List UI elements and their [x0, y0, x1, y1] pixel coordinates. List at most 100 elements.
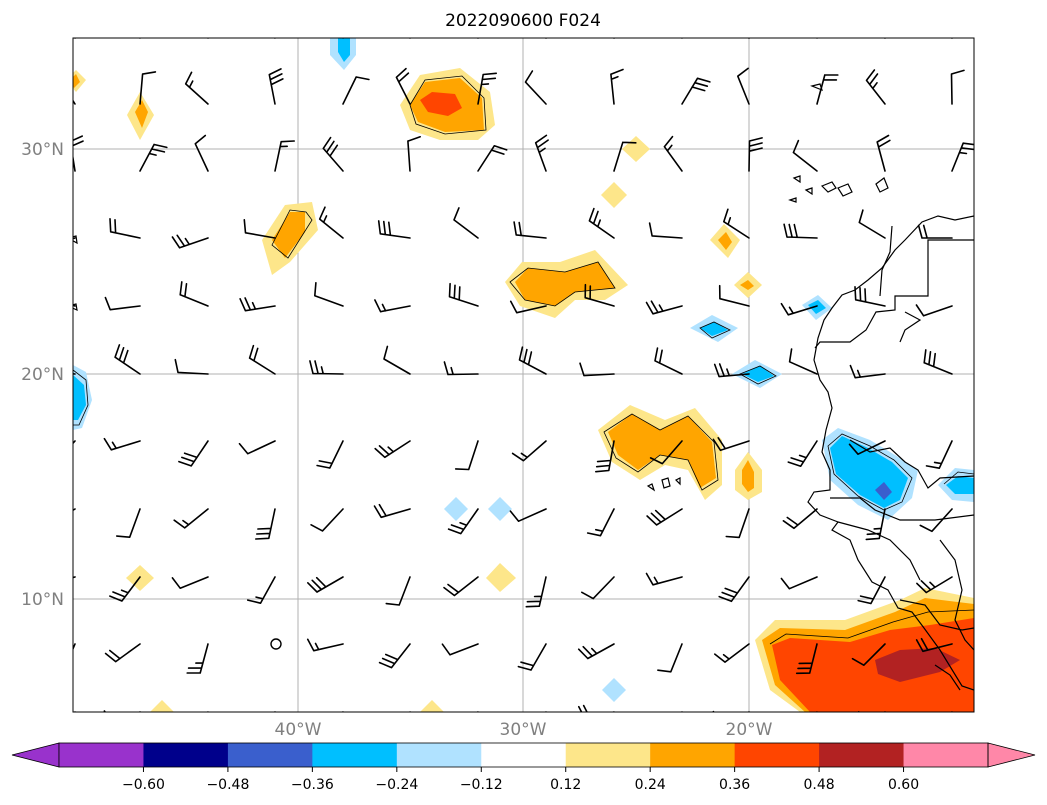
wind-barb [780, 576, 818, 590]
colorbar-bin [650, 743, 736, 767]
wind-barb [477, 145, 508, 172]
contour-fill-blob [602, 678, 626, 702]
contour-fill-blob [718, 232, 732, 250]
wind-barb [194, 134, 209, 172]
wind-barb [207, 711, 209, 712]
wind-barb [854, 286, 886, 307]
wind-barb [712, 437, 750, 452]
wind-barb [795, 643, 818, 675]
wind-barb [238, 440, 276, 455]
negative-contour-fills [73, 38, 974, 702]
colorbar-bins [59, 743, 989, 767]
lon-label-20w: 20°W [726, 720, 773, 740]
contour-fill-blob [946, 476, 974, 494]
wind-barb [255, 508, 276, 540]
wind-barb [247, 576, 276, 604]
wind-barb [747, 38, 750, 39]
colorbar-bin [481, 743, 567, 767]
colorbar-tick-label: −0.48 [206, 777, 249, 793]
wind-barb [816, 74, 839, 105]
border-line [899, 311, 922, 343]
wind-barb [663, 135, 683, 172]
wind-barb [377, 220, 411, 239]
wind-barb [139, 71, 157, 105]
coastlines [73, 83, 974, 691]
wind-barb [385, 576, 411, 606]
colorbar-bin [819, 743, 905, 767]
wind-barb [578, 704, 615, 712]
wind-barb [748, 137, 763, 172]
contour-fill-blob [73, 74, 80, 88]
wind-barb [534, 134, 549, 172]
wind-barb [917, 224, 953, 239]
wind-barb [718, 284, 750, 307]
contour-line [699, 321, 731, 339]
wind-barb [408, 711, 411, 712]
wind-barb [816, 711, 818, 712]
wind-barb [513, 221, 547, 239]
wind-barb [951, 142, 974, 172]
contour-fill-blob [444, 497, 468, 521]
wind-barb [373, 503, 411, 519]
wind-barb [407, 136, 421, 172]
colorbar-frame [58, 742, 989, 768]
wind-barb [713, 363, 750, 378]
lon-labels: 40°W 30°W 20°W [275, 720, 773, 740]
border-line [837, 521, 921, 581]
wind-barb [383, 345, 411, 375]
contour-fill-blob [875, 482, 892, 500]
wind-barb [816, 38, 818, 39]
wind-barb [950, 69, 965, 105]
wind-barb [408, 38, 411, 39]
wind-barb [681, 77, 711, 105]
wind-barb [613, 38, 615, 39]
coastline-island [792, 175, 801, 184]
calm-wind-circle [270, 638, 282, 650]
contour-fill-blob [740, 280, 754, 290]
contour-fill-blob [420, 92, 462, 116]
wind-barb [248, 344, 276, 375]
colorbar-bin [734, 743, 820, 767]
wind-barb [915, 304, 953, 317]
wind-barb [342, 38, 344, 39]
wind-barb [851, 643, 886, 666]
wind-barb [509, 508, 547, 522]
wind-barb [171, 576, 209, 589]
wind-barb [73, 440, 76, 445]
wind-barb [787, 440, 818, 467]
contour-lines [73, 75, 974, 645]
wind-barb [916, 576, 953, 594]
contour-fill-blob [700, 322, 728, 336]
lat-label-10n: 10°N [21, 590, 64, 610]
wind-barb [73, 237, 76, 240]
coastline-island [646, 483, 656, 492]
wind-barb [318, 206, 344, 239]
coastline-island [674, 477, 681, 486]
contour-line [603, 413, 719, 491]
wind-barb [268, 68, 284, 105]
wind-barb [447, 508, 479, 535]
colorbar-tick-label: −0.12 [460, 777, 503, 793]
coastline-island [661, 477, 671, 489]
colorbar-tick-label: −0.60 [122, 777, 165, 793]
border-line [939, 539, 974, 651]
wind-barb [441, 643, 479, 656]
wind-barb [782, 508, 818, 530]
wind-barbs [73, 38, 974, 712]
colorbar-under-triangle [11, 742, 60, 768]
border-line [849, 439, 974, 489]
wind-barb [849, 364, 886, 379]
contour-fill-blob [608, 414, 716, 488]
wind-barb [848, 440, 886, 455]
colorbar-bin [312, 743, 398, 767]
contour-line [943, 471, 974, 485]
wind-barb [273, 711, 276, 712]
border-line [899, 599, 974, 631]
lon-label-40w: 40°W [275, 720, 322, 740]
wind-barb [307, 576, 344, 593]
wind-barb [103, 437, 141, 451]
wind-barb [718, 576, 750, 603]
wind-barb [951, 711, 953, 712]
wind-barb [788, 348, 818, 375]
